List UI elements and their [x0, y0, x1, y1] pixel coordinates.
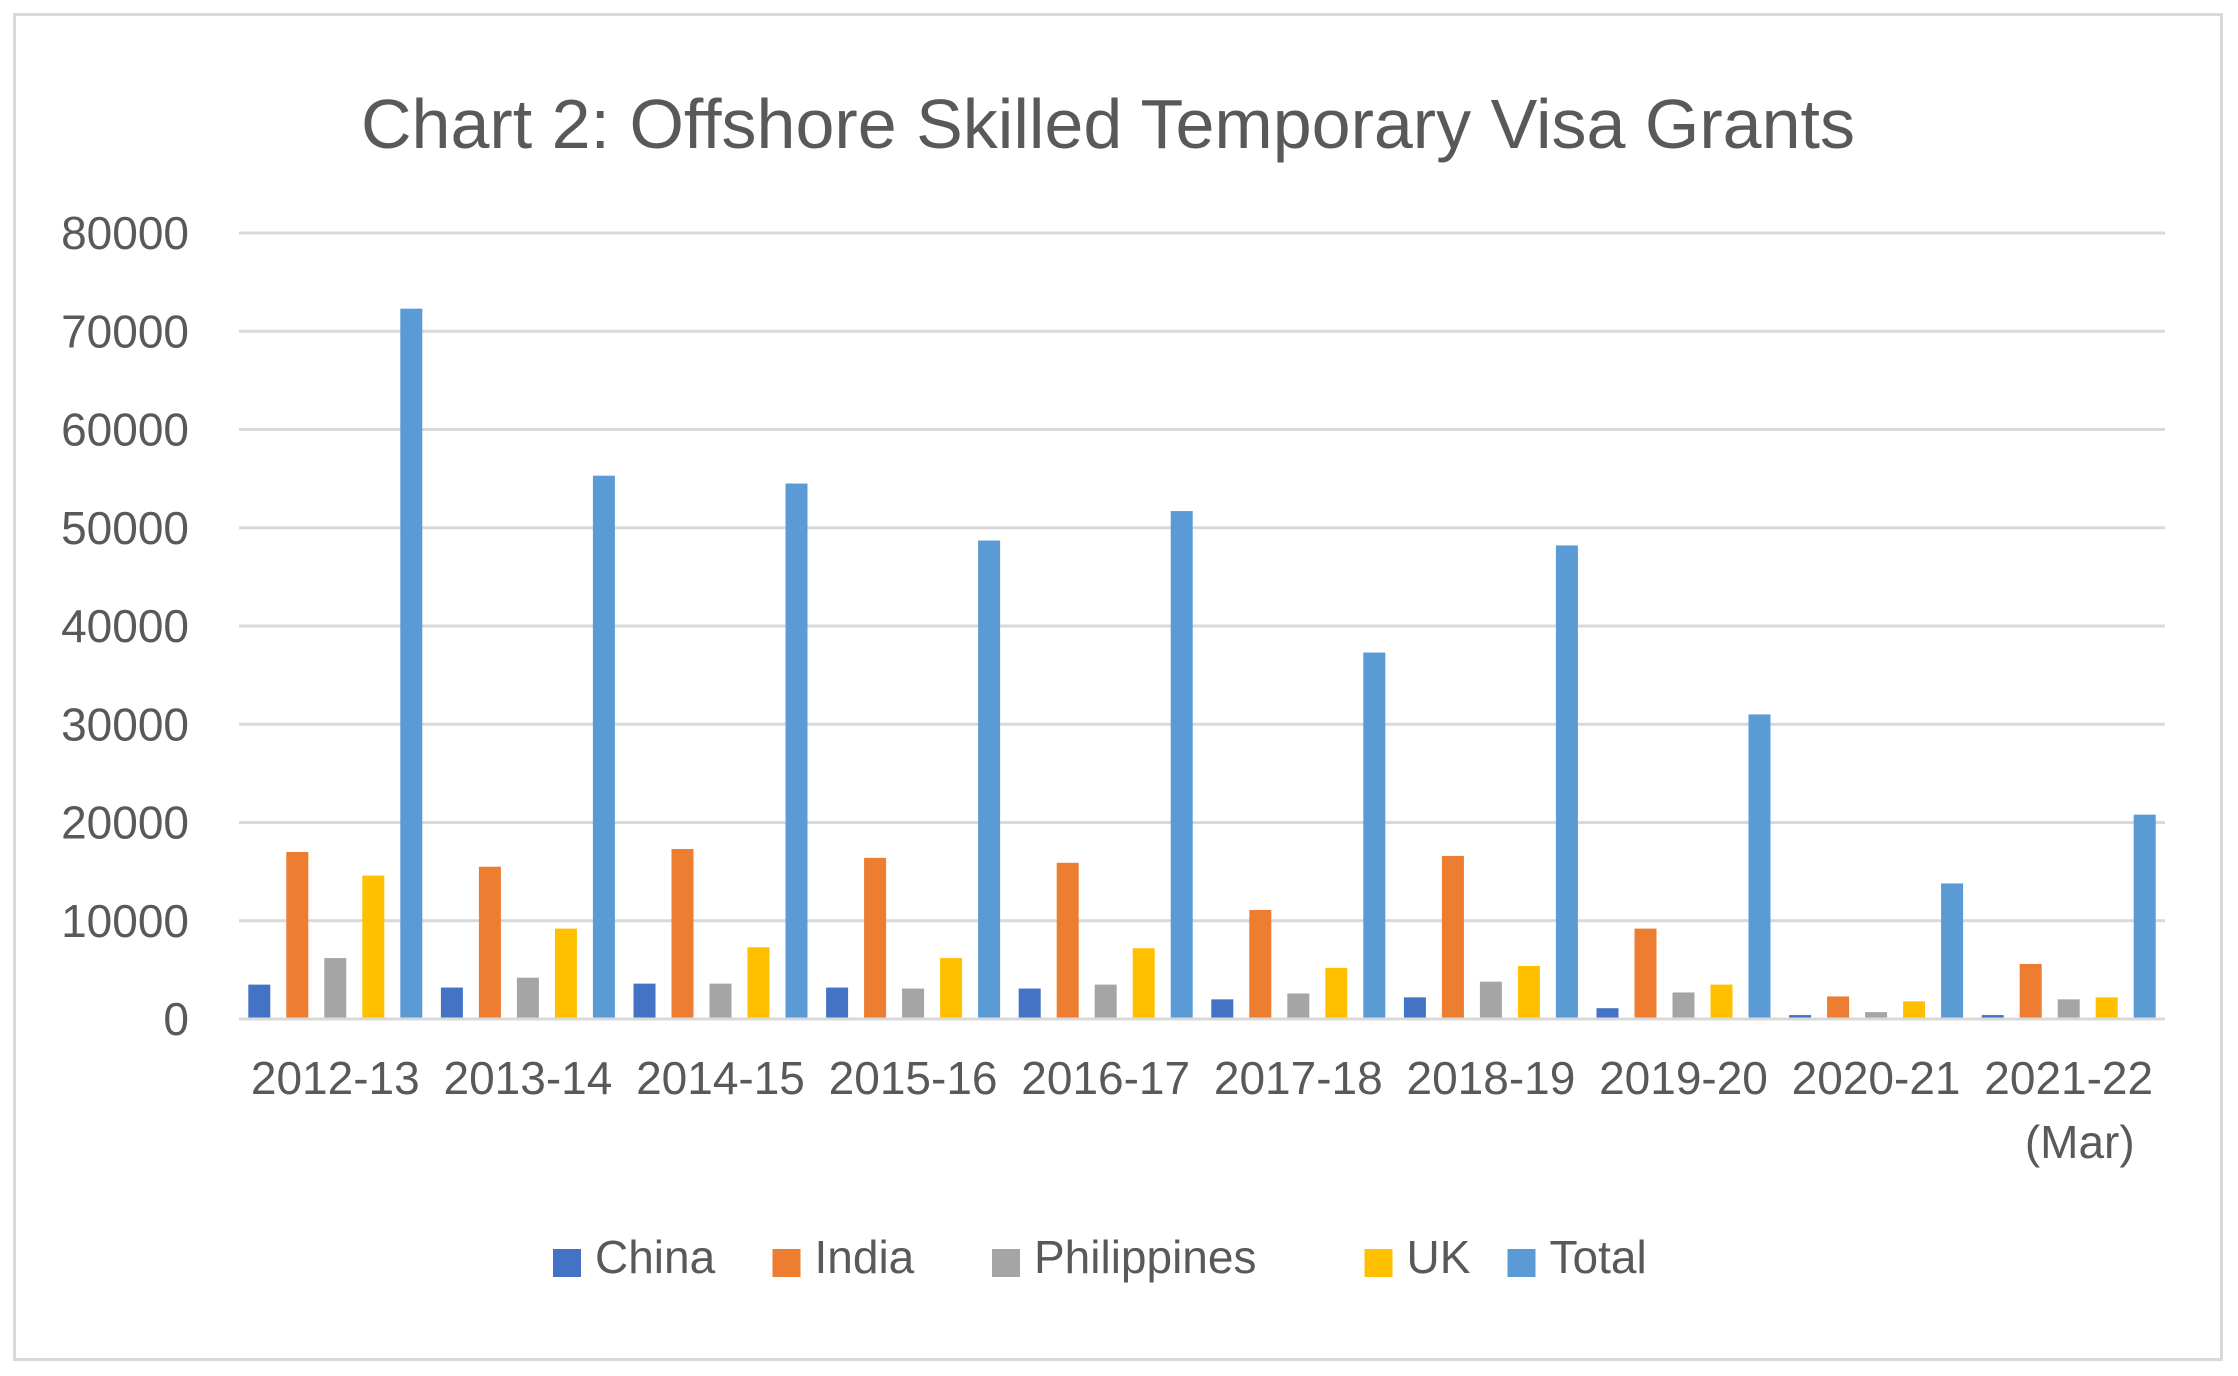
legend: China India Philippines UK Total: [553, 1231, 1647, 1283]
x-tick-label: 2020-21: [1792, 1052, 1961, 1104]
bar-china: [633, 983, 656, 1019]
bar-philippines: [1479, 981, 1502, 1019]
bar-philippines: [1865, 1012, 1888, 1019]
bar-uk: [362, 875, 385, 1019]
legend-item-china: China: [553, 1231, 716, 1283]
y-tick-label: 30000: [61, 698, 189, 750]
x-tick-label: 2018-19: [1406, 1052, 1575, 1104]
bar-philippines: [1094, 984, 1117, 1019]
y-axis: 0 10000 20000 30000 40000 50000 60000 70000 8000…: [61, 207, 189, 1045]
bar-total: [1363, 652, 1386, 1019]
legend-swatch: [992, 1249, 1020, 1277]
bar-india: [478, 866, 501, 1019]
y-tick-label: 80000: [61, 207, 189, 259]
gridlines: [239, 231, 2165, 923]
legend-item-total: Total: [1507, 1231, 1647, 1283]
bar-uk: [940, 958, 963, 1019]
bar-uk: [1325, 967, 1348, 1019]
bar-philippines: [902, 988, 925, 1019]
legend-swatch: [1507, 1249, 1536, 1277]
bar-philippines: [324, 958, 347, 1019]
y-tick-label: 0: [163, 993, 189, 1045]
bar-total: [1170, 511, 1193, 1019]
bar-philippines: [1287, 993, 1310, 1019]
bar-total: [400, 308, 423, 1020]
x-tick-label: 2017-18: [1214, 1052, 1383, 1104]
bar-china: [248, 984, 271, 1019]
bar-uk: [1132, 948, 1155, 1019]
bar-india: [1056, 862, 1079, 1019]
bar-india: [2019, 963, 2042, 1019]
legend-label: Philippines: [1034, 1231, 1256, 1283]
legend-swatch: [553, 1249, 581, 1277]
bar-uk: [1903, 1001, 1926, 1019]
bar-total: [1748, 714, 1771, 1019]
y-tick-label: 20000: [61, 797, 189, 849]
chart-title: Chart 2: Offshore Skilled Temporary Visa…: [361, 85, 1855, 163]
bar-india: [864, 857, 887, 1019]
bar-total: [1555, 545, 1578, 1019]
y-tick-label: 50000: [61, 502, 189, 554]
bar-india: [1634, 928, 1657, 1019]
bar-uk: [1710, 984, 1733, 1019]
y-tick-label: 60000: [61, 404, 189, 456]
legend-swatch: [772, 1249, 801, 1277]
bar-china: [1981, 1015, 2004, 1019]
bar-philippines: [709, 983, 732, 1019]
bar-uk: [1517, 965, 1540, 1019]
x-tick-label: 2012-13: [251, 1052, 420, 1104]
x-tick-label: 2014-15: [636, 1052, 805, 1104]
bar-philippines: [516, 977, 539, 1019]
bar-philippines: [2057, 999, 2080, 1019]
bar-china: [1403, 997, 1426, 1019]
x-tick-label: (Mar): [2025, 1116, 2135, 1168]
x-tick-label: 2015-16: [829, 1052, 998, 1104]
x-tick-label: 2019-20: [1599, 1052, 1768, 1104]
bar-total: [1941, 883, 1964, 1019]
bar-uk: [554, 928, 577, 1019]
bar-total: [2133, 814, 2156, 1019]
bar-total: [785, 483, 808, 1020]
legend-item-philippines: Philippines: [992, 1231, 1256, 1283]
bar-china: [1596, 1008, 1619, 1019]
bar-uk: [747, 947, 770, 1019]
bars: [248, 308, 2156, 1020]
x-axis: 2012-13 2013-14 2014-15 2015-16 2016-17 2017-…: [239, 1017, 2165, 1168]
bar-philippines: [1672, 992, 1695, 1019]
legend-swatch: [1364, 1249, 1393, 1277]
y-tick-label: 10000: [61, 895, 189, 947]
x-tick-label: 2013-14: [443, 1052, 612, 1104]
bar-total: [978, 540, 1001, 1019]
bar-india: [1441, 855, 1464, 1019]
bar-total: [592, 475, 615, 1019]
bar-china: [826, 987, 849, 1019]
bar-china: [1018, 988, 1041, 1019]
chart-frame: Chart 2: Offshore Skilled Temporary Visa…: [13, 13, 2223, 1361]
bar-india: [286, 851, 309, 1019]
bar-china: [440, 987, 463, 1019]
y-tick-label: 70000: [61, 305, 189, 357]
bar-india: [1249, 909, 1272, 1019]
x-tick-label: 2021-22: [1984, 1052, 2153, 1104]
legend-item-india: India: [772, 1231, 915, 1283]
legend-label: Total: [1550, 1231, 1647, 1283]
bar-india: [671, 849, 694, 1019]
x-tick-label: 2016-17: [1021, 1052, 1190, 1104]
legend-item-uk: UK: [1364, 1231, 1471, 1283]
bar-india: [1827, 996, 1850, 1019]
bar-uk: [2095, 997, 2118, 1019]
bar-china: [1211, 999, 1234, 1019]
bar-chart: Chart 2: Offshore Skilled Temporary Visa…: [61, 85, 2165, 1283]
y-tick-label: 40000: [61, 600, 189, 652]
legend-label: UK: [1407, 1231, 1471, 1283]
legend-label: India: [815, 1231, 915, 1283]
bar-china: [1789, 1015, 1812, 1019]
legend-label: China: [595, 1231, 716, 1283]
